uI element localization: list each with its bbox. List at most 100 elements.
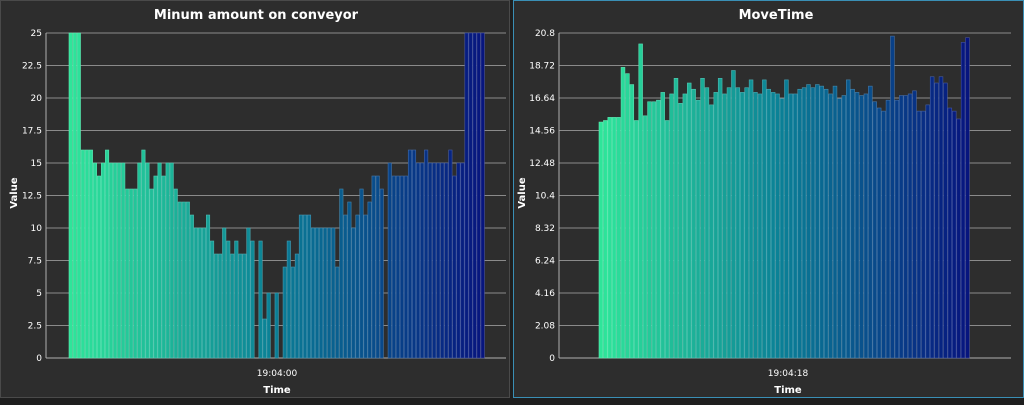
bar bbox=[125, 188, 130, 359]
bar bbox=[735, 87, 741, 359]
bar bbox=[201, 227, 207, 359]
bar bbox=[210, 240, 215, 359]
bar bbox=[88, 149, 93, 359]
y-tick-label: 7.5 bbox=[28, 257, 42, 267]
y-tick-label: 2.08 bbox=[535, 322, 555, 332]
bar bbox=[472, 32, 477, 359]
bar bbox=[603, 120, 608, 359]
bar bbox=[266, 292, 271, 359]
bar bbox=[153, 175, 158, 359]
bar bbox=[682, 93, 688, 359]
bar bbox=[673, 78, 679, 359]
bar bbox=[837, 98, 842, 359]
bar bbox=[823, 88, 829, 359]
bar bbox=[177, 201, 182, 359]
y-tick-label: 6.24 bbox=[535, 257, 555, 267]
x-axis-label: Time bbox=[774, 385, 802, 396]
bar bbox=[96, 175, 102, 359]
bar bbox=[687, 82, 692, 359]
bar bbox=[748, 79, 754, 359]
bar bbox=[806, 84, 811, 359]
bar bbox=[938, 76, 944, 359]
bar bbox=[916, 110, 922, 359]
y-tick-label: 17.5 bbox=[22, 127, 42, 137]
bar bbox=[903, 95, 908, 359]
bar bbox=[319, 227, 324, 359]
bar bbox=[452, 175, 457, 359]
bar bbox=[105, 149, 110, 359]
x-axis-label: Time bbox=[263, 385, 291, 396]
min-amount-chart: Minum amount on conveyor Value Time 19:0… bbox=[9, 8, 506, 396]
bar bbox=[925, 104, 930, 359]
y-axis-label: Value bbox=[9, 177, 20, 208]
bar bbox=[420, 162, 425, 359]
bar bbox=[828, 93, 833, 359]
bar bbox=[638, 43, 643, 359]
bar bbox=[72, 32, 77, 359]
bar bbox=[411, 149, 417, 359]
bar bbox=[193, 227, 198, 359]
bar bbox=[290, 266, 295, 359]
bar bbox=[161, 175, 166, 359]
bar bbox=[722, 93, 727, 359]
chart-panel-min-amount: Minum amount on conveyor Value Time 19:0… bbox=[0, 0, 510, 398]
bar bbox=[850, 88, 855, 359]
bar bbox=[598, 121, 604, 359]
bar bbox=[133, 188, 138, 359]
plot-area: 0 2.08 4.16 6.24 8.32 10.4 12.48 14.56 16.64 18.7… bbox=[529, 29, 1011, 364]
bar bbox=[810, 87, 816, 359]
bar bbox=[137, 162, 142, 359]
bar bbox=[355, 214, 360, 359]
y-tick-label: 12.5 bbox=[22, 192, 42, 202]
bar bbox=[286, 240, 291, 359]
y-tick-label: 10 bbox=[31, 224, 43, 234]
y-tick-label: 5 bbox=[36, 289, 42, 299]
bar bbox=[298, 214, 303, 359]
bar bbox=[629, 84, 635, 359]
bar bbox=[440, 162, 445, 359]
bar bbox=[660, 92, 665, 359]
bar bbox=[109, 162, 114, 359]
bar bbox=[956, 118, 961, 359]
bar bbox=[206, 214, 211, 359]
bar bbox=[863, 93, 869, 359]
bar bbox=[68, 32, 73, 359]
bar bbox=[432, 162, 437, 359]
bar bbox=[444, 162, 449, 359]
chart-title: MoveTime bbox=[739, 8, 814, 23]
bar bbox=[876, 107, 882, 359]
bar bbox=[775, 93, 780, 359]
y-tick-label: 8.32 bbox=[535, 224, 555, 234]
bar bbox=[779, 98, 785, 359]
bar bbox=[854, 92, 860, 359]
bar bbox=[347, 201, 352, 359]
bar bbox=[846, 79, 851, 359]
bar bbox=[363, 214, 368, 359]
bar bbox=[468, 32, 473, 359]
bar bbox=[403, 175, 408, 359]
bar bbox=[343, 214, 348, 359]
bar bbox=[197, 227, 202, 359]
bar bbox=[753, 92, 758, 359]
bar bbox=[371, 175, 376, 359]
bar bbox=[399, 175, 404, 359]
bar bbox=[274, 292, 279, 359]
bar bbox=[306, 214, 312, 359]
bar bbox=[141, 149, 146, 359]
bar bbox=[762, 79, 767, 359]
bar bbox=[700, 78, 705, 359]
bar bbox=[801, 87, 807, 359]
move-time-chart: MoveTime Value Time 19:04:18 0 2.08 4.16 6.… bbox=[517, 8, 1011, 396]
bar bbox=[246, 227, 251, 359]
bar bbox=[894, 99, 900, 359]
chart-panel-move-time: MoveTime Value Time 19:04:18 0 2.08 4.16 6.… bbox=[513, 0, 1024, 398]
bar bbox=[713, 92, 718, 359]
bar bbox=[250, 240, 255, 359]
bar bbox=[92, 162, 97, 359]
bar bbox=[664, 120, 670, 359]
bar bbox=[428, 162, 433, 359]
bar bbox=[868, 85, 873, 359]
y-tick-label: 0 bbox=[36, 354, 42, 364]
bar bbox=[311, 227, 316, 359]
y-tick-label: 0 bbox=[549, 354, 555, 364]
